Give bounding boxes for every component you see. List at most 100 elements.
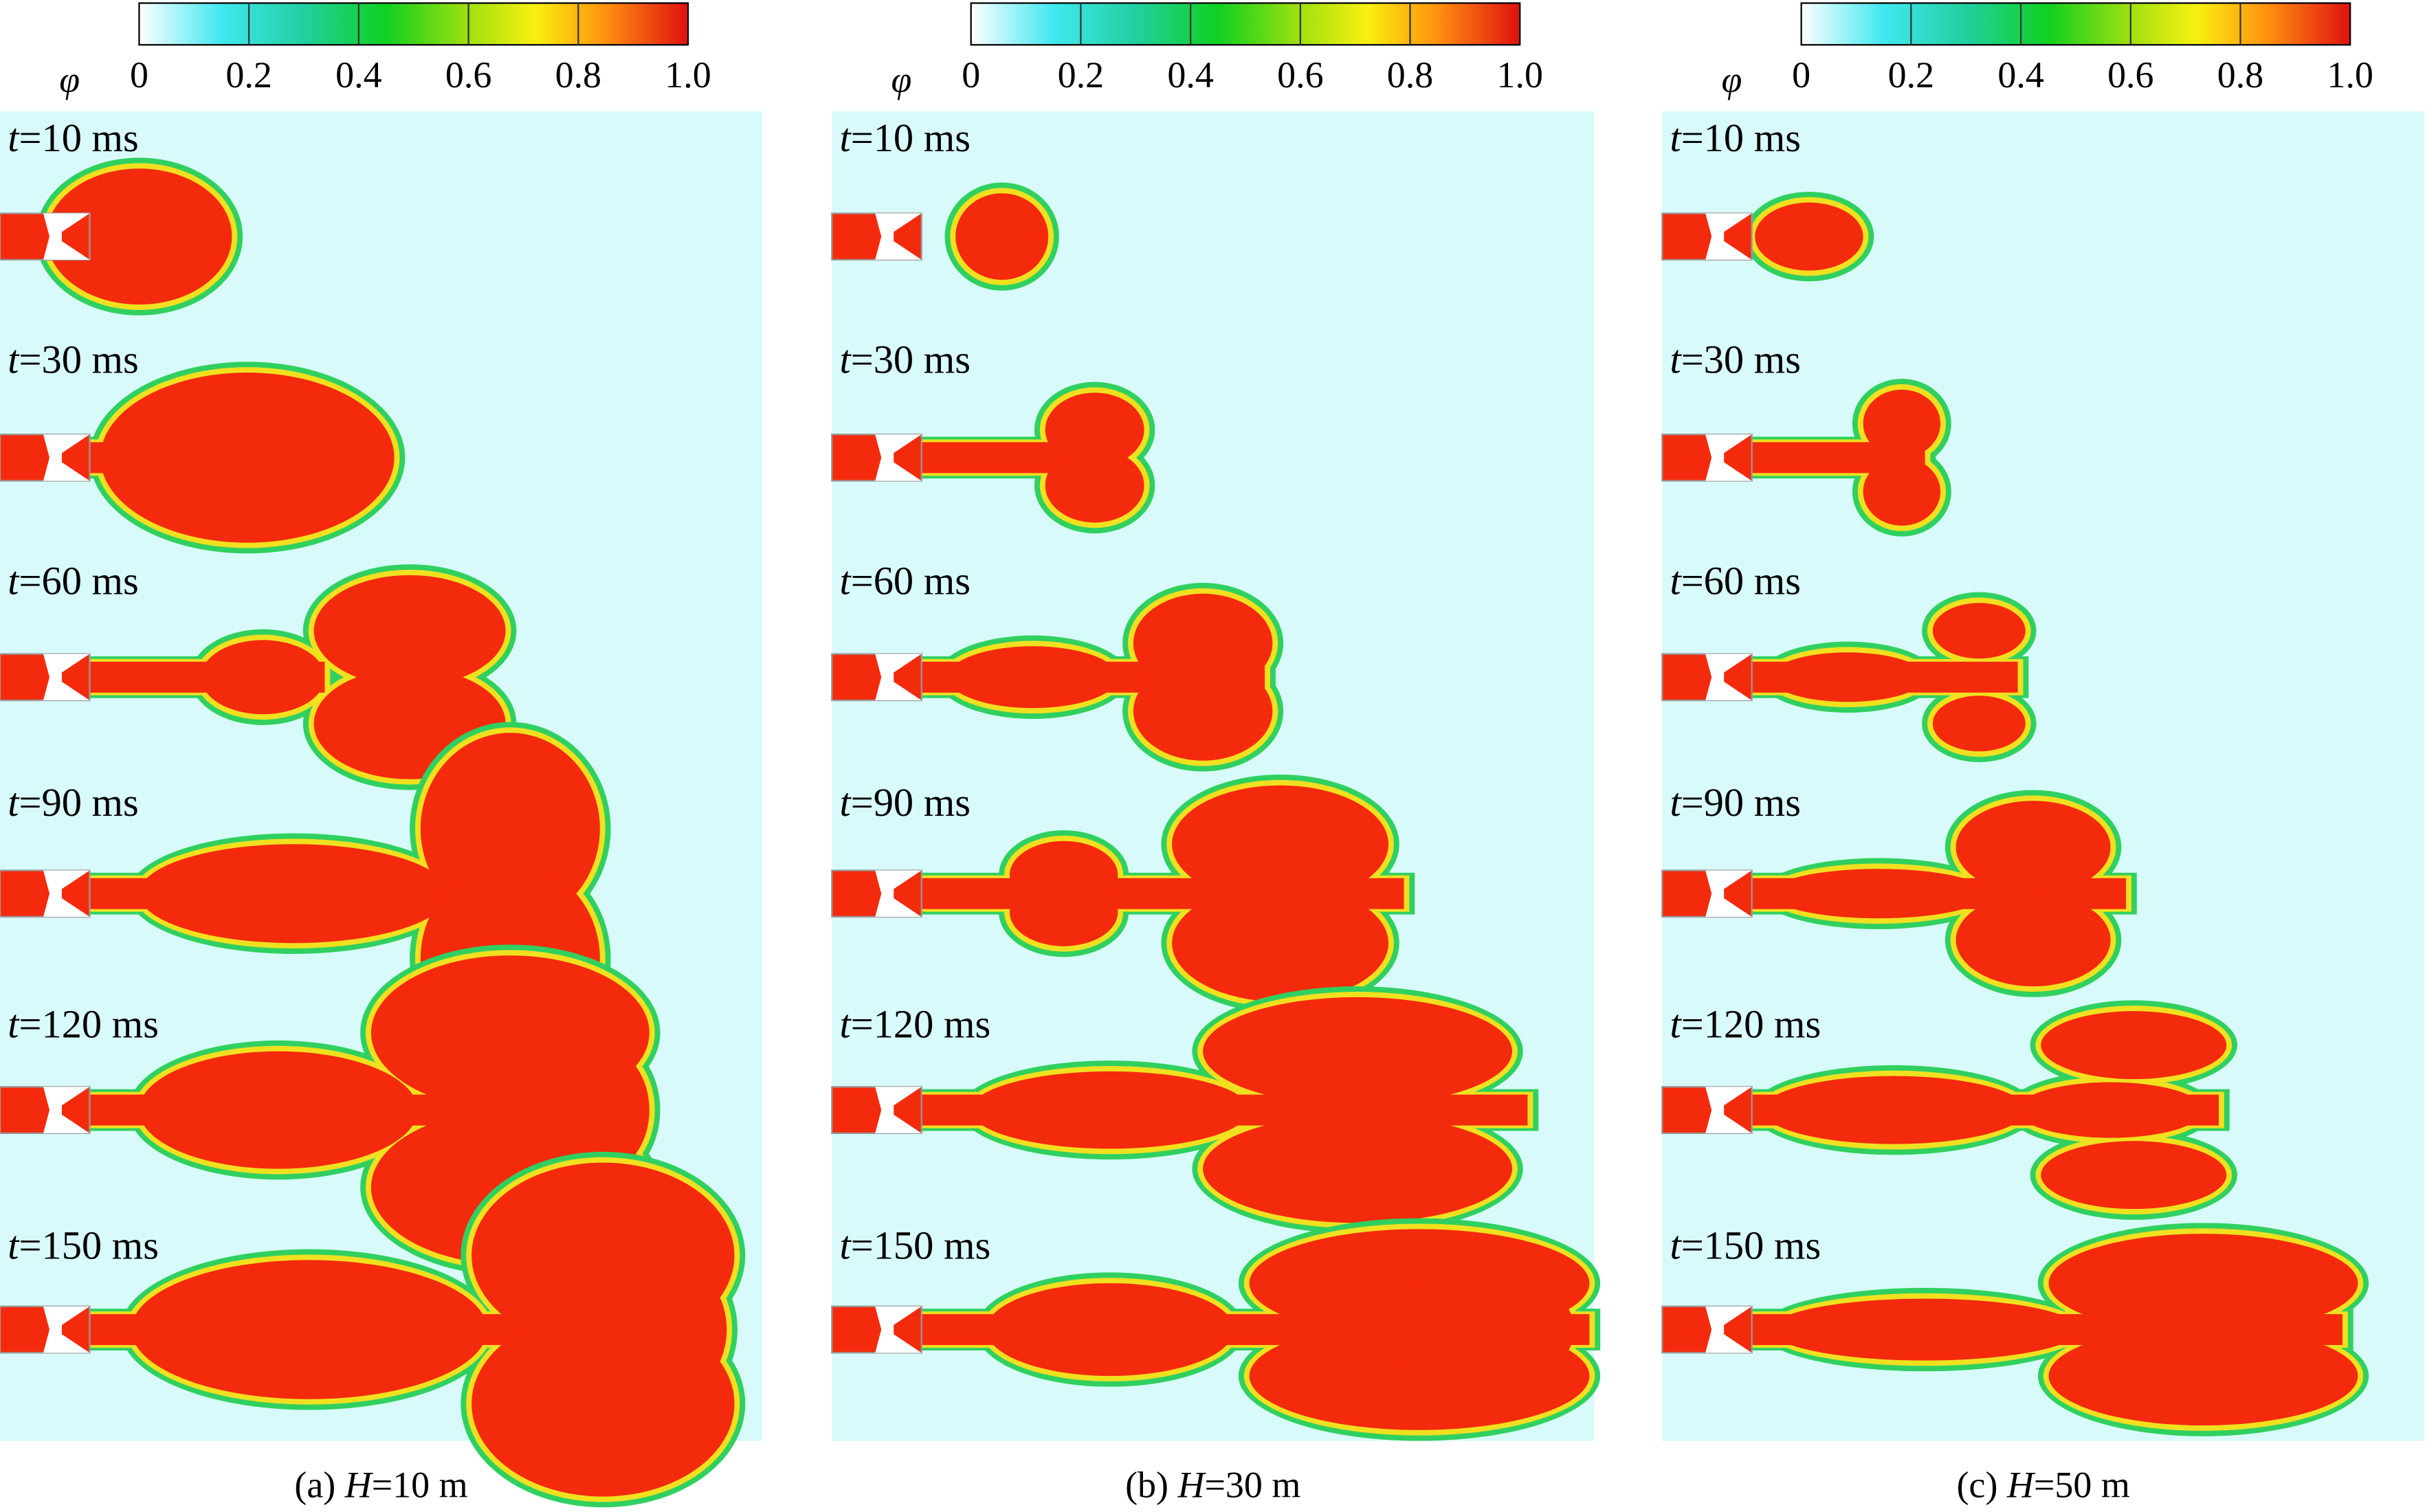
panel-caption: (c) H=50 m [1957,1465,2130,1506]
frame-variable: t [839,559,852,603]
frame-time: =30 ms [851,337,971,382]
frame-variable: t [1670,780,1682,825]
plume-blob [313,575,506,687]
frame-time: =150 ms [19,1223,159,1268]
nozzle-gap [43,213,90,260]
colorbar-tick-label: 0.6 [1277,54,1323,96]
frame-label: t=150 ms [1670,1223,1821,1268]
caption-variable: H [2006,1465,2036,1506]
colorbar-tick-label: 0.4 [1167,54,1213,96]
frame-time: =10 ms [851,115,971,160]
colorbar-tick-label: 0.8 [2217,54,2263,96]
plume-blob [1932,603,2026,659]
frame-time: =10 ms [1681,115,1801,160]
frame-time: =90 ms [1681,780,1801,825]
plume-blob [1009,878,1118,946]
nozzle-gap [875,1306,922,1353]
frame-label: t=10 ms [8,115,139,160]
frame-label: t=60 ms [839,559,971,603]
frame-label: t=10 ms [1670,115,1801,160]
plume-blob [1388,1267,1574,1392]
colorbar-tick-label: 0.2 [225,54,271,96]
plume-blob [131,1260,487,1399]
nozzle-gap [43,654,90,701]
plume-blob [1045,392,1144,467]
plume-blob [46,168,232,305]
colorbar-tick-label: 0.4 [1997,54,2043,96]
plume-blob [1955,893,2111,987]
frame-variable: t [839,337,852,382]
nozzle-gap [875,213,922,260]
nozzle-gap [1705,434,1752,481]
plume-blob [2041,1011,2227,1080]
frame-label: t=120 ms [8,1002,159,1047]
frame-time: =150 ms [1681,1223,1821,1268]
frame-variable: t [839,1223,852,1268]
frame-time: =30 ms [1681,337,1801,382]
plume-blob [1133,661,1273,761]
nozzle-gap [1705,213,1752,260]
frame-time: =10 ms [19,115,138,160]
nozzle-gap [43,870,90,917]
nozzle-gap [875,870,922,917]
frame-time: =120 ms [19,1002,159,1047]
colorbar-tick-label: 0 [1792,54,1810,96]
panel-caption: (b) H=30 m [1125,1465,1300,1506]
frame-variable: t [8,559,20,603]
caption-prefix: (a) [294,1465,344,1506]
colorbar-symbol: φ [59,59,80,100]
frame-variable: t [1670,1223,1682,1268]
colorbar-tick-label: 0 [962,54,980,96]
plume-blob [2048,1234,2358,1333]
plume-blob [1770,869,1987,919]
caption-value: =10 m [372,1465,468,1506]
colorbar-symbol: φ [891,59,912,100]
colorbar-tick-label: 0.6 [445,54,491,96]
colorbar [1800,2,2351,46]
nozzle-gap [43,434,90,481]
colorbar-tick-label: 0.8 [1387,54,1433,96]
colorbar-tick-label: 1.0 [2327,54,2373,96]
plume-blob [1770,652,1925,702]
plume-blob [1045,448,1144,523]
plume-blob [1172,785,1389,903]
frame-time: =60 ms [851,559,971,603]
frame-time: =120 ms [1681,1002,1821,1047]
colorbar-tick-label: 0.2 [1058,54,1104,96]
frame-time: =120 ms [851,1002,991,1047]
colorbar-tick-label: 0.6 [2107,54,2153,96]
plume-blob [955,193,1049,280]
panel: 0 0.2 0.4 0.6 0.8 1.0φt=10 mst=30 mst=60 mst=… [0,2,763,1508]
plot-area [1662,111,2425,1441]
frame-variable: t [8,780,20,825]
frame-label: t=90 ms [839,780,971,825]
frame-label: t=30 ms [839,337,971,382]
plume-blob [634,1267,727,1392]
frame-variable: t [8,1002,20,1047]
panel-caption: (a) H=10 m [294,1465,467,1506]
caption-variable: H [1177,1465,1207,1506]
plume-blob [1770,1298,2080,1361]
plume-blob [1863,389,1941,458]
colorbar-tick-label: 0.4 [335,54,381,96]
plume-blob [556,1048,650,1172]
caption-prefix: (b) [1125,1465,1177,1506]
caption-value: =30 m [1204,1465,1300,1506]
plume-blob [1863,457,1941,526]
frame-label: t=30 ms [1670,337,1801,382]
frame-label: t=150 ms [839,1223,990,1268]
caption-variable: H [344,1465,374,1506]
plume-blob [1133,593,1273,693]
plume-blob [2041,1141,2227,1210]
frame-variable: t [8,1223,20,1268]
nozzle-gap [875,434,922,481]
plume-blob [1203,997,1513,1106]
colorbar-tick-label: 0.2 [1888,54,1934,96]
nozzle-gap [875,654,922,701]
frame-label: t=120 ms [1670,1002,1821,1047]
frame-variable: t [1670,337,1682,382]
plot-area [832,111,1595,1441]
colorbar [138,2,689,46]
